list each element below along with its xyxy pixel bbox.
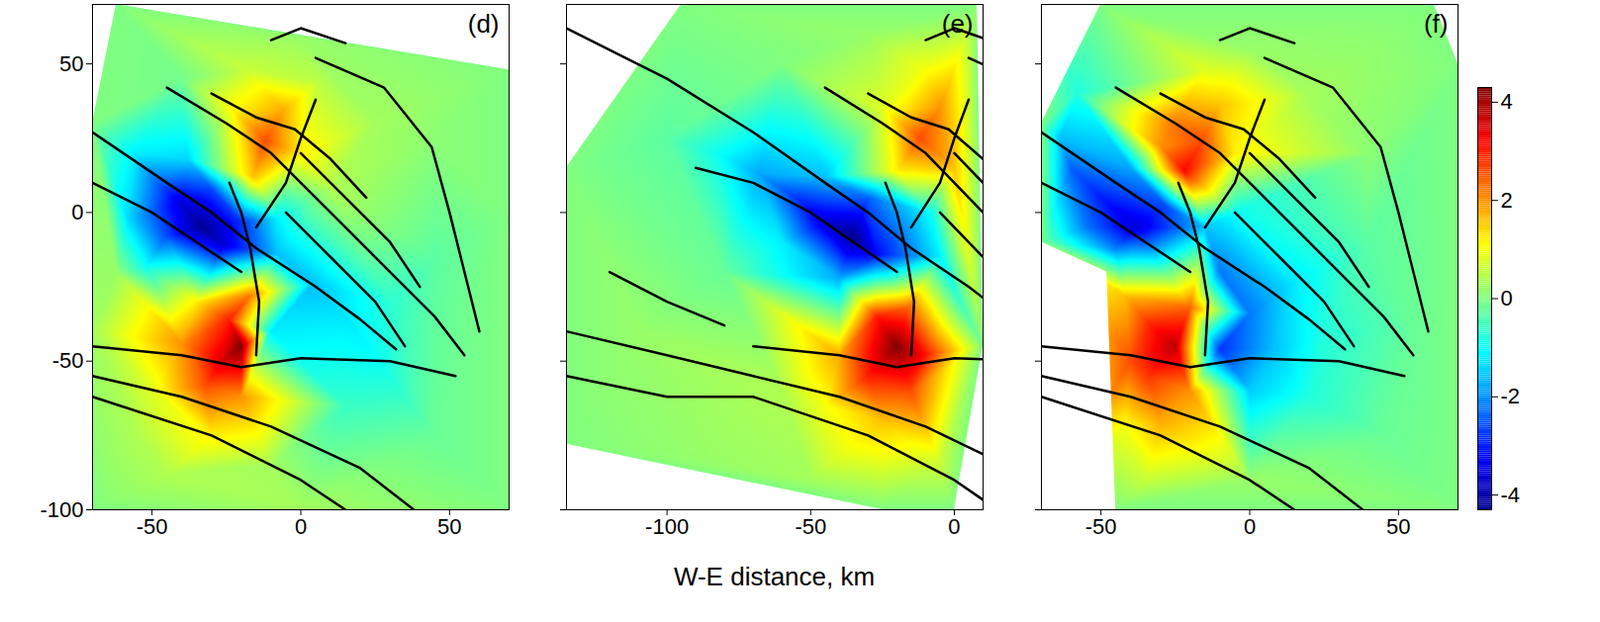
svg-text:50: 50	[1386, 514, 1411, 540]
svg-text:4: 4	[1501, 89, 1513, 114]
svg-text:50: 50	[59, 51, 84, 77]
svg-text:-50: -50	[1085, 514, 1118, 540]
svg-text:0: 0	[71, 199, 84, 225]
svg-text:(d): (d)	[468, 8, 500, 39]
svg-text:-4: -4	[1501, 482, 1521, 508]
svg-text:0: 0	[1243, 514, 1256, 540]
svg-text:-2: -2	[1501, 383, 1521, 409]
html-text:W-E distance, km: W-E distance, km	[673, 562, 875, 592]
svg-text:0: 0	[1501, 285, 1513, 311]
svg-text:0: 0	[294, 514, 307, 540]
svg-text:-100: -100	[645, 514, 689, 540]
svg-text:-50: -50	[136, 514, 169, 540]
svg-text:(e): (e)	[941, 8, 974, 39]
svg-text:-50: -50	[794, 514, 827, 540]
svg-text:(f): (f)	[1423, 8, 1449, 39]
svg-text:-100: -100	[39, 497, 84, 523]
svg-text:50: 50	[437, 514, 462, 540]
svg-text:-50: -50	[52, 348, 85, 374]
svg-text:0: 0	[947, 514, 960, 540]
svg-text:2: 2	[1501, 188, 1513, 213]
